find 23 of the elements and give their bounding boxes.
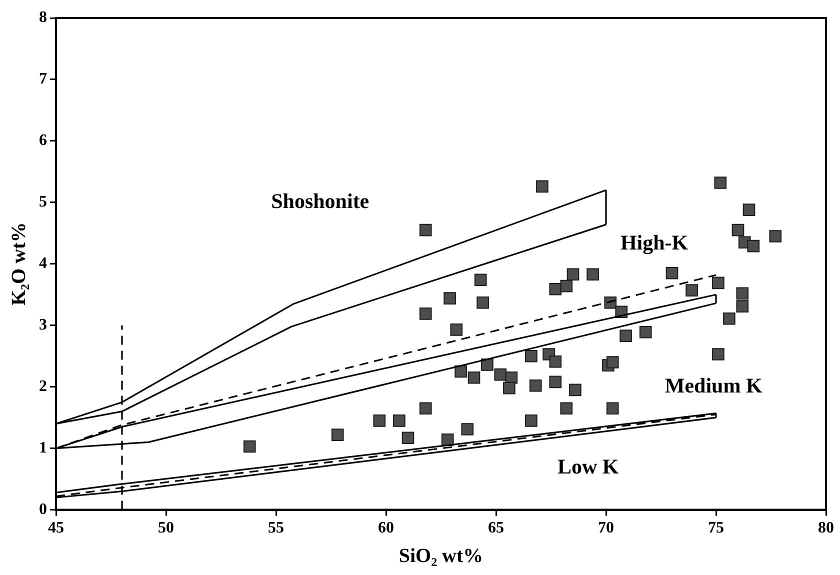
y-tick-label: 1: [39, 439, 47, 456]
annotation: Low K: [557, 454, 620, 478]
y-axis-title: K₂O wt%: [8, 222, 30, 306]
x-tick-label: 70: [598, 520, 614, 537]
y-tick-label: 5: [39, 194, 47, 211]
x-tick-label: 80: [818, 520, 834, 537]
x-tick-label: 55: [268, 520, 284, 537]
y-tick-label: 8: [39, 9, 47, 26]
y-tick-label: 7: [39, 70, 47, 88]
x-tick-label: 50: [158, 520, 174, 537]
y-tick-label: 2: [39, 378, 47, 395]
annotation: Shoshonite: [271, 188, 370, 213]
x-tick-label: 60: [378, 520, 394, 537]
x-tick-label: 45: [48, 520, 64, 537]
y-tick-label: 0: [39, 500, 47, 518]
annotation: High-K: [620, 230, 689, 255]
y-tick-label: 3: [39, 316, 47, 334]
y-tick-label: 4: [39, 255, 47, 272]
annotation: Medium K: [664, 373, 763, 398]
x-tick-label: 65: [488, 520, 504, 537]
y-tick-label: 6: [39, 132, 47, 150]
x-tick-label: 75: [708, 520, 724, 537]
x-axis-title: SiO₂ wt%: [398, 545, 484, 568]
